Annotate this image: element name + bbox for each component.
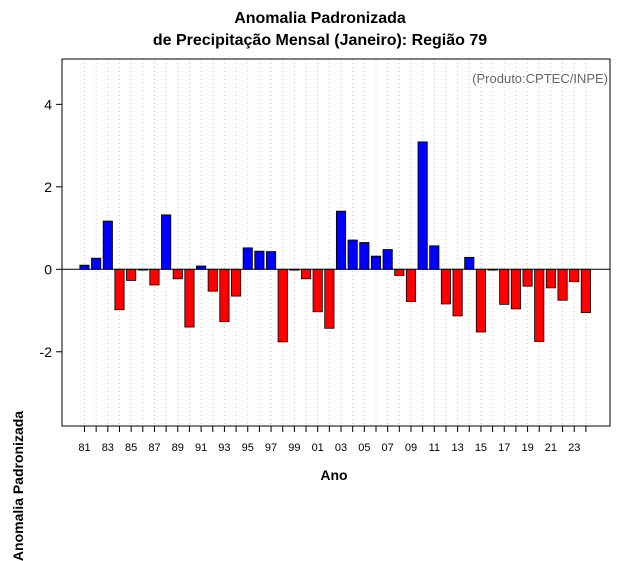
bar [266,251,277,270]
x-tick-label: 11 [429,442,440,454]
x-tick-label: 93 [218,442,230,454]
y-tick-label: 0 [44,261,52,277]
x-tick-label: 85 [125,442,137,454]
x-tick-label: 13 [451,442,463,454]
y-tick-label: -2 [40,344,53,360]
bar [254,250,265,270]
x-tick-label: 05 [358,442,370,454]
bar [569,268,580,283]
x-tick-label: 03 [335,442,347,454]
bar [557,268,568,301]
bar [359,242,370,270]
bar [394,268,405,276]
bar [277,268,288,343]
x-tick-label: 87 [148,442,160,454]
x-tick-label: 95 [242,442,254,454]
bar [347,239,358,270]
bar [161,214,172,270]
x-axis: 81 83 85 87 89 91 93 95 97 99 01 03 05 07 09 11 13 15 17 19… [78,426,587,454]
bar [452,268,463,317]
bar [534,268,545,342]
x-tick-label: 97 [265,442,277,454]
x-tick-label: 09 [405,442,417,454]
bar [79,264,90,270]
bar [312,268,323,313]
bar [382,249,393,270]
bar-chart: -2 0 2 4 81 83 85 87 89 91 93 95 97 99 01 03 05 07 09 11 13… [40,58,611,454]
y-tick-label: 2 [44,179,52,195]
bar [370,255,382,270]
y-axis: -2 0 2 4 [40,96,62,360]
bar [231,268,242,297]
bar [580,268,591,314]
x-tick-label: 89 [172,442,184,454]
bar [335,210,347,270]
bar [440,268,452,305]
bar [545,268,556,289]
bar [114,268,125,311]
bars [79,141,591,343]
x-tick-label: 21 [545,442,557,454]
x-tick-label: 81 [78,442,90,454]
bar [300,268,312,280]
bar [510,268,521,310]
x-tick-label: 07 [382,442,394,454]
x-tick-label: 01 [312,442,324,454]
bar [149,268,160,286]
x-tick-label: 99 [288,442,300,454]
bar [91,257,102,270]
x-axis-label: Ano [320,467,348,483]
bar [219,268,230,323]
bar [184,268,195,328]
bar [475,268,486,333]
y-tick-label: 4 [44,96,52,112]
bar [207,268,218,292]
bar [499,268,510,305]
x-tick-label: 15 [475,442,487,454]
chart-subtitle: de Precipitação Mensal (Janeiro): Região… [152,32,488,49]
bar [172,268,183,280]
x-tick-label: 17 [498,442,510,454]
plot-frame [61,58,611,427]
bar [242,247,253,270]
bar [522,268,533,287]
chart-title: Anomalia Padronizada [234,10,406,27]
bar [405,268,417,302]
x-tick-label: 23 [568,442,580,454]
x-tick-label: 83 [102,442,114,454]
vertical-gridlines [84,59,587,426]
bar [464,256,475,270]
x-tick-label: 91 [195,442,207,454]
bar [417,141,428,270]
annotation-text: (Produto:CPTEC/INPE) [472,71,608,86]
bar [429,245,440,270]
bar [126,268,137,281]
x-tick-label: 19 [521,442,533,454]
bar [324,268,335,329]
bar [102,220,113,270]
